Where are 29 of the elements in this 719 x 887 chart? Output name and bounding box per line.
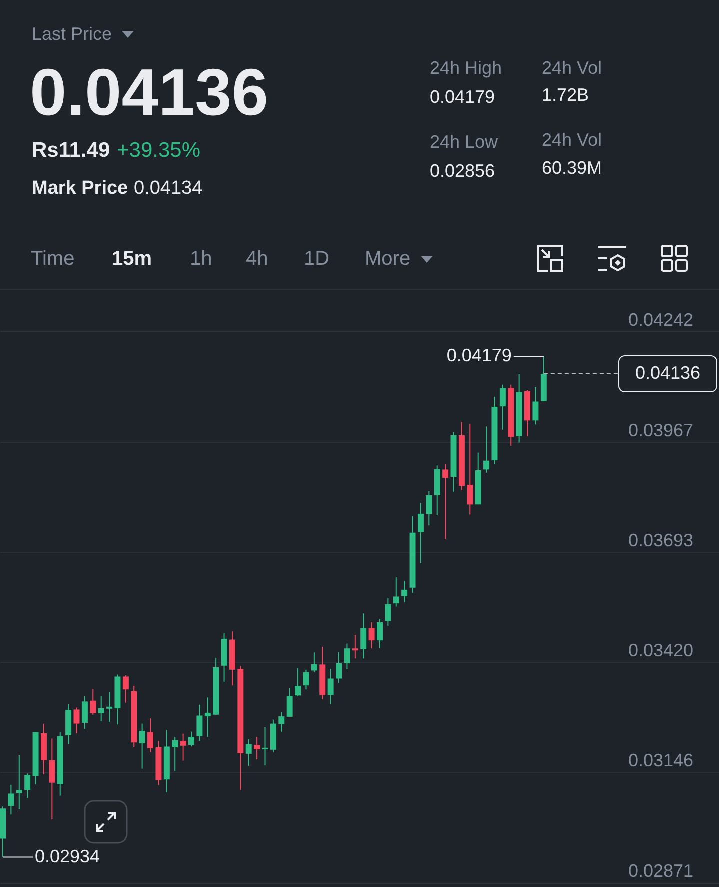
text: Last Price (32, 24, 112, 44)
y-tick-label: 0.04242 (628, 310, 694, 330)
text: More (365, 248, 411, 270)
annotation: 0.02934 (34, 846, 100, 866)
text: 60.39M (542, 158, 602, 178)
text: Time (31, 248, 75, 270)
y-tick-label: 0.03146 (628, 750, 694, 771)
annotation: 0.04179 (446, 346, 512, 366)
y-tick-label: 0.02871 (628, 861, 694, 882)
text: 0.02856 (430, 161, 496, 182)
text: 24h High (430, 58, 502, 78)
text: 4h (246, 248, 268, 270)
ref-line-label: 0.04136 (635, 363, 701, 384)
y-tick-label: 0.03967 (628, 420, 694, 440)
text: 15m (112, 248, 152, 270)
y-tick-label: 0.03420 (628, 640, 694, 660)
text: Mark Price (32, 178, 128, 199)
text: 1D (304, 248, 330, 270)
text: 24h Low (430, 132, 498, 152)
text: 0.04179 (430, 87, 496, 108)
text: 0.04136 (30, 54, 269, 129)
text: 24h Vol (542, 130, 602, 150)
text: 1h (190, 248, 212, 270)
text: +39.35% (117, 138, 200, 162)
text: 24h Vol (542, 58, 602, 78)
text: 1.72B (542, 85, 590, 106)
text: Rs11.49 (32, 138, 110, 162)
y-tick-label: 0.03693 (628, 530, 694, 551)
text: 0.04134 (134, 178, 203, 199)
